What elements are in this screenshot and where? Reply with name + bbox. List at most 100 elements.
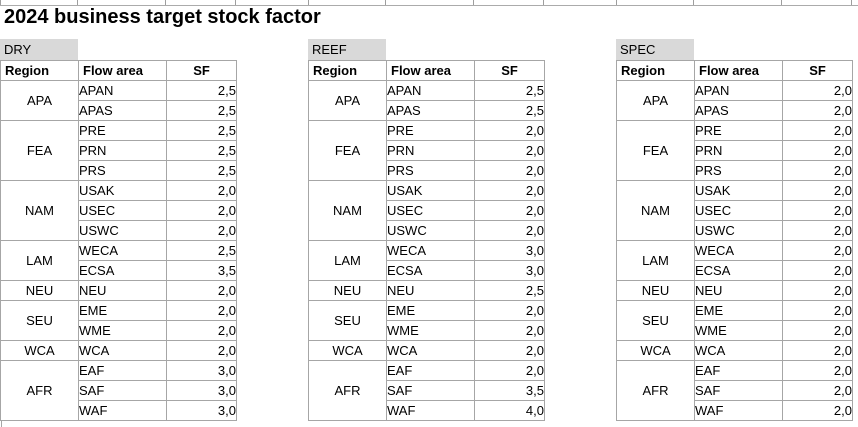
sf-value-cell[interactable]: 2,5 [166,140,237,161]
flow-area-cell[interactable]: WECA [386,240,475,261]
sf-value-cell[interactable]: 2,5 [474,280,545,301]
flow-area-cell[interactable]: SAF [694,380,783,401]
region-cell-nam[interactable]: NAM [616,180,695,241]
sf-value-cell[interactable]: 2,0 [474,320,545,341]
flow-area-cell[interactable]: USEC [78,200,167,221]
flow-area-cell[interactable]: EME [386,300,475,321]
region-cell-wca[interactable]: WCA [616,340,695,361]
flow-area-cell[interactable]: APAS [694,100,783,121]
sf-value-cell[interactable]: 2,0 [166,180,237,201]
sf-value-cell[interactable]: 2,0 [782,120,853,141]
region-cell-seu[interactable]: SEU [308,300,387,341]
flow-area-cell[interactable]: WECA [78,240,167,261]
sf-value-cell[interactable]: 3,5 [166,260,237,281]
region-cell-neu[interactable]: NEU [0,280,79,301]
flow-area-cell[interactable]: EME [78,300,167,321]
col-header-sf[interactable]: SF [166,60,237,81]
flow-area-cell[interactable]: WECA [694,240,783,261]
sf-value-cell[interactable]: 2,0 [782,80,853,101]
flow-area-cell[interactable]: NEU [78,280,167,301]
region-cell-fea[interactable]: FEA [0,120,79,181]
sf-value-cell[interactable]: 2,0 [782,320,853,341]
flow-area-cell[interactable]: USWC [78,220,167,241]
col-header-sf[interactable]: SF [474,60,545,81]
col-header-region[interactable]: Region [308,60,387,81]
sf-value-cell[interactable]: 2,0 [782,360,853,381]
flow-area-cell[interactable]: WAF [694,400,783,421]
flow-area-cell[interactable]: PRN [386,140,475,161]
sf-value-cell[interactable]: 2,0 [474,140,545,161]
region-cell-apa[interactable]: APA [616,80,695,121]
sf-value-cell[interactable]: 2,0 [474,200,545,221]
sf-value-cell[interactable]: 4,0 [474,400,545,421]
flow-area-cell[interactable]: USWC [386,220,475,241]
sf-value-cell[interactable]: 2,0 [474,120,545,141]
flow-area-cell[interactable]: WAF [78,400,167,421]
col-header-flow-area[interactable]: Flow area [78,60,167,81]
flow-area-cell[interactable]: NEU [694,280,783,301]
region-cell-seu[interactable]: SEU [616,300,695,341]
sf-value-cell[interactable]: 2,5 [166,160,237,181]
flow-area-cell[interactable]: APAN [78,80,167,101]
flow-area-cell[interactable]: WCA [78,340,167,361]
sf-value-cell[interactable]: 2,0 [474,160,545,181]
flow-area-cell[interactable]: APAS [386,100,475,121]
region-cell-lam[interactable]: LAM [308,240,387,281]
flow-area-cell[interactable]: APAN [386,80,475,101]
sf-value-cell[interactable]: 3,0 [166,400,237,421]
flow-area-cell[interactable]: APAS [78,100,167,121]
col-header-region[interactable]: Region [616,60,695,81]
flow-area-cell[interactable]: PRS [386,160,475,181]
flow-area-cell[interactable]: EAF [386,360,475,381]
table-label-spec[interactable]: SPEC [616,39,694,60]
flow-area-cell[interactable]: WCA [694,340,783,361]
flow-area-cell[interactable]: USWC [694,220,783,241]
sf-value-cell[interactable]: 2,0 [166,280,237,301]
region-cell-nam[interactable]: NAM [308,180,387,241]
flow-area-cell[interactable]: PRE [694,120,783,141]
sf-value-cell[interactable]: 2,5 [474,80,545,101]
region-cell-seu[interactable]: SEU [0,300,79,341]
sf-value-cell[interactable]: 2,5 [166,100,237,121]
sf-value-cell[interactable]: 2,0 [782,380,853,401]
sf-value-cell[interactable]: 3,0 [474,240,545,261]
sf-value-cell[interactable]: 2,0 [166,300,237,321]
flow-area-cell[interactable]: WAF [386,400,475,421]
flow-area-cell[interactable]: EME [694,300,783,321]
flow-area-cell[interactable]: SAF [78,380,167,401]
col-header-flow-area[interactable]: Flow area [694,60,783,81]
sf-value-cell[interactable]: 2,0 [782,180,853,201]
sf-value-cell[interactable]: 3,0 [474,260,545,281]
region-cell-fea[interactable]: FEA [616,120,695,181]
sf-value-cell[interactable]: 2,0 [782,240,853,261]
flow-area-cell[interactable]: PRN [694,140,783,161]
region-cell-apa[interactable]: APA [0,80,79,121]
sf-value-cell[interactable]: 2,5 [474,100,545,121]
sf-value-cell[interactable]: 2,0 [782,280,853,301]
flow-area-cell[interactable]: PRE [78,120,167,141]
sf-value-cell[interactable]: 2,0 [782,200,853,221]
table-label-reef[interactable]: REEF [308,39,386,60]
flow-area-cell[interactable]: EAF [694,360,783,381]
flow-area-cell[interactable]: ECSA [386,260,475,281]
region-cell-fea[interactable]: FEA [308,120,387,181]
sf-value-cell[interactable]: 2,0 [782,340,853,361]
sf-value-cell[interactable]: 2,0 [166,340,237,361]
flow-area-cell[interactable]: APAN [694,80,783,101]
sf-value-cell[interactable]: 2,0 [782,400,853,421]
flow-area-cell[interactable]: WME [386,320,475,341]
sf-value-cell[interactable]: 2,0 [782,100,853,121]
sf-value-cell[interactable]: 2,0 [782,220,853,241]
flow-area-cell[interactable]: PRS [694,160,783,181]
region-cell-wca[interactable]: WCA [308,340,387,361]
flow-area-cell[interactable]: ECSA [694,260,783,281]
flow-area-cell[interactable]: ECSA [78,260,167,281]
region-cell-afr[interactable]: AFR [0,360,79,421]
sf-value-cell[interactable]: 2,5 [166,240,237,261]
table-label-dry[interactable]: DRY [0,39,78,60]
region-cell-afr[interactable]: AFR [308,360,387,421]
region-cell-lam[interactable]: LAM [0,240,79,281]
region-cell-neu[interactable]: NEU [308,280,387,301]
col-header-region[interactable]: Region [0,60,79,81]
sf-value-cell[interactable]: 2,0 [782,160,853,181]
